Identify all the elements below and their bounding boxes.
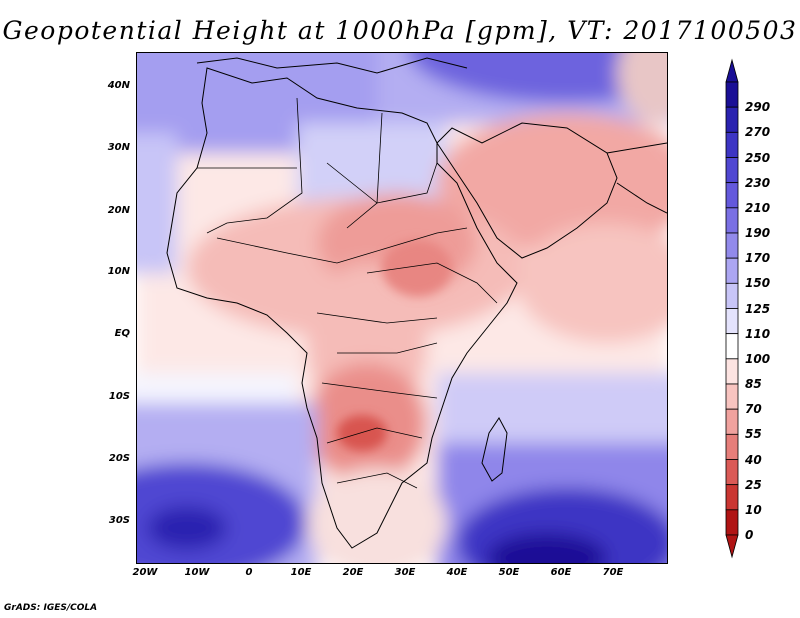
- colorbar-level-label: 290: [745, 100, 771, 115]
- colorbar-level-label: 100: [745, 351, 771, 366]
- colorbar-bottom-arrow: [725, 534, 739, 559]
- colorbar-level-label: 125: [745, 301, 771, 316]
- map-svg: [137, 53, 667, 563]
- lat-tick-label: EQ: [114, 328, 130, 339]
- colorbar-top-arrow: [725, 58, 739, 83]
- colorbar-swatch: [725, 207, 739, 234]
- lon-tick-label: 20W: [132, 567, 158, 578]
- colorbar-swatch: [725, 182, 739, 209]
- colorbar-swatch: [725, 333, 739, 360]
- colorbar-level-label: 230: [745, 175, 771, 190]
- colorbar-level-label: 250: [745, 150, 771, 165]
- map-title: Geopotential Height at 1000hPa [gpm], VT…: [2, 16, 798, 45]
- lon-tick-label: 70E: [602, 567, 624, 578]
- lon-tick-label: 20E: [342, 567, 364, 578]
- lon-tick-label: 10W: [184, 567, 210, 578]
- colorbar-swatch: [725, 81, 739, 108]
- colorbar-swatch: [725, 433, 739, 460]
- colorbar-swatch: [725, 157, 739, 184]
- lon-tick-label: 40E: [446, 567, 468, 578]
- coastlines: [166, 57, 667, 549]
- colorbar-level-label: 210: [745, 200, 771, 215]
- colorbar-level-label: 40: [745, 452, 762, 467]
- lon-tick-label: 30E: [394, 567, 416, 578]
- height-field-core: [337, 240, 452, 451]
- lat-tick-label: 10S: [108, 391, 130, 402]
- colorbar-swatch: [725, 509, 739, 536]
- lat-tick-label: 20N: [107, 205, 130, 216]
- colorbar-level-label: 170: [745, 251, 771, 266]
- colorbar-swatch: [725, 282, 739, 309]
- colorbar-swatch: [725, 358, 739, 385]
- colorbar-level-label: 25: [745, 477, 762, 492]
- colorbar-swatch: [725, 308, 739, 335]
- lat-tick-label: 30S: [108, 515, 130, 526]
- colorbar-swatch: [725, 408, 739, 435]
- lat-tick-label: 40N: [107, 80, 130, 91]
- lon-tick-label: 10E: [290, 567, 312, 578]
- colorbar-level-label: 55: [745, 427, 762, 442]
- credit-text: GrADS: IGES/COLA: [4, 603, 98, 613]
- lon-tick-label: 50E: [498, 567, 520, 578]
- colorbar-level-label: 270: [745, 125, 771, 140]
- map-plot-area: [136, 52, 668, 564]
- lat-tick-label: 10N: [107, 266, 130, 277]
- country-borders: [197, 97, 498, 489]
- colorbar-level-label: 70: [745, 402, 762, 417]
- colorbar-swatch: [725, 484, 739, 511]
- lat-tick-label: 30N: [107, 142, 130, 153]
- colorbar-level-label: 0: [745, 528, 754, 542]
- colorbar-level-label: 85: [745, 377, 762, 391]
- height-field: [137, 53, 667, 563]
- colorbar-swatch: [725, 459, 739, 486]
- lat-tick-label: 20S: [108, 453, 130, 464]
- colorbar-level-label: 190: [745, 226, 771, 240]
- colorbar-swatch: [725, 131, 739, 158]
- lon-tick-label: 60E: [550, 567, 572, 578]
- colorbar-swatch: [725, 106, 739, 133]
- colorbar-swatch: [725, 232, 739, 259]
- colorbar-swatch: [725, 383, 739, 410]
- colorbar-level-label: 110: [745, 326, 771, 341]
- lon-tick-label: 0: [245, 567, 253, 578]
- colorbar-swatch: [725, 257, 739, 284]
- colorbar-level-label: 10: [745, 502, 762, 517]
- colorbar-level-label: 150: [745, 276, 771, 291]
